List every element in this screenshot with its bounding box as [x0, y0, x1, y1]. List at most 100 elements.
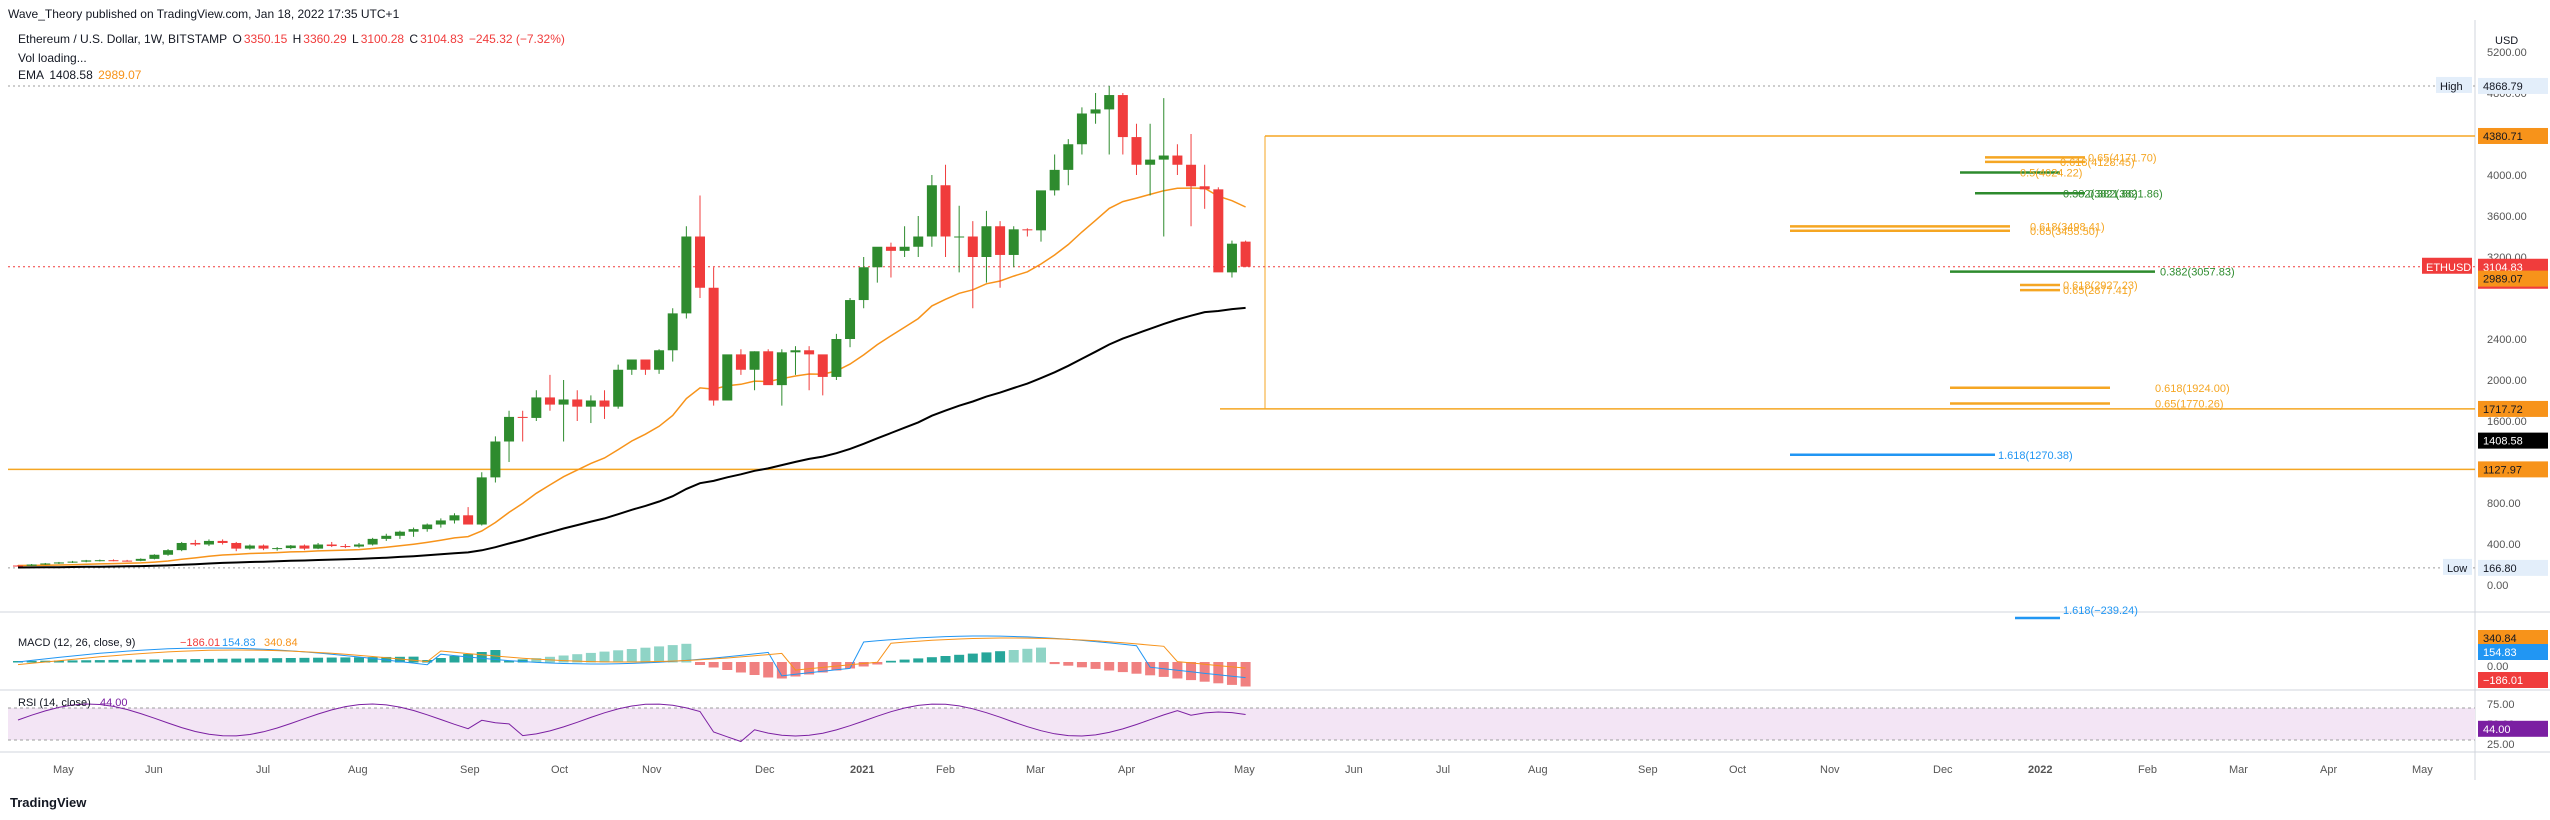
time-tick: Dec	[1933, 764, 1953, 776]
candle-body	[285, 545, 296, 549]
time-tick: Jul	[256, 764, 270, 776]
macd-histogram-bar	[135, 659, 146, 663]
macd-histogram-bar	[858, 662, 869, 667]
candle-body	[749, 351, 760, 370]
time-tick: Apr	[1118, 764, 1135, 776]
macd-histogram-bar	[203, 658, 214, 663]
badge-tag-text: Low	[2447, 563, 2467, 575]
macd-histogram-bar	[1131, 662, 1142, 674]
fib-label: 0.618(1924.00)	[2155, 383, 2230, 395]
candle-body	[504, 416, 515, 442]
fib-label: 0.382(3821.86)	[2088, 188, 2163, 200]
macd-histogram-bar	[640, 647, 651, 663]
candle-body	[476, 477, 487, 525]
candle-body	[967, 236, 978, 257]
candle-body	[203, 540, 214, 545]
macd-histogram-bar	[572, 654, 583, 663]
macd-histogram-bar	[1049, 662, 1060, 665]
candle-body	[926, 185, 937, 237]
candle-body	[40, 563, 51, 565]
candle-body	[340, 546, 351, 548]
candle-body	[217, 540, 228, 543]
rsi-label: RSI (14, close)	[18, 697, 91, 709]
candle-body	[176, 542, 187, 551]
open-value: 3350.15	[243, 32, 288, 46]
candle-body	[1199, 186, 1210, 190]
candle-body	[1172, 155, 1183, 165]
macd-histogram-bar	[531, 658, 542, 663]
candle-body	[13, 565, 23, 567]
ema-fast-value: 2989.07	[98, 68, 142, 82]
ohlc-line: Ethereum / U.S. Dollar, 1W, BITSTAMP O 33…	[18, 32, 565, 46]
candle-body	[1226, 243, 1237, 273]
rsi-tick: 75.00	[2487, 699, 2515, 711]
candle-body	[108, 560, 119, 562]
fib-label: 0.65(3455.50)	[2030, 226, 2099, 238]
macd-histogram-bar	[517, 659, 528, 663]
price-tick: 0.00	[2487, 580, 2508, 592]
low-value: 3100.28	[360, 32, 405, 46]
tradingview-logo[interactable]: TradingView	[10, 795, 87, 810]
candle-body	[1117, 95, 1128, 138]
macd-histogram-bar	[367, 657, 378, 663]
time-tick: Aug	[348, 764, 368, 776]
high-value: 3360.29	[303, 32, 347, 46]
macd-badge-value: −186.01	[2483, 675, 2523, 687]
candle-body	[995, 226, 1006, 255]
candle-body	[367, 538, 378, 545]
macd-badge-value: 154.83	[2483, 647, 2517, 659]
time-tick: Feb	[936, 764, 955, 776]
rsi-band	[8, 708, 2475, 740]
fib-label: 1.618(1270.38)	[1998, 450, 2073, 462]
candle-body	[872, 246, 883, 268]
candle-body	[531, 397, 542, 418]
macd-histogram-bar	[722, 662, 733, 670]
candle-body	[899, 246, 910, 251]
fib-label: 0.5(4024.22)	[2020, 168, 2082, 180]
close-value: 3104.83	[420, 32, 464, 46]
candle-body	[804, 350, 815, 355]
macd-histogram-bar	[449, 656, 460, 663]
macd-histogram-bar	[81, 660, 92, 663]
time-tick: Aug	[1528, 764, 1548, 776]
macd-histogram-bar	[1008, 650, 1019, 663]
macd-histogram-bar	[776, 662, 787, 679]
macd-histogram-bar	[1036, 647, 1046, 663]
candle-body	[790, 350, 801, 353]
publisher-line: Wave_Theory published on TradingView.com…	[8, 7, 400, 21]
candle-body	[449, 515, 460, 521]
macd-histogram-bar	[149, 659, 160, 663]
candle-body	[913, 236, 924, 247]
candle-body	[599, 400, 610, 407]
candle-body	[708, 287, 719, 401]
macd-histogram-bar	[735, 662, 746, 673]
macd-histogram-bar	[749, 662, 760, 675]
currency-label: USD	[2495, 35, 2518, 47]
candle-body	[517, 416, 528, 418]
candle-body	[981, 226, 992, 257]
macd-histogram-bar	[667, 645, 678, 663]
macd-badge-value: 340.84	[2483, 633, 2517, 645]
macd-histogram-bar	[94, 660, 105, 663]
candle-body	[845, 300, 856, 339]
volume-status: Vol loading...	[18, 51, 87, 65]
price-badge	[2478, 559, 2548, 576]
macd-histogram-bar	[790, 662, 801, 677]
time-tick: Apr	[2320, 764, 2337, 776]
ema-fast-line	[17, 187, 1246, 567]
candle-body	[626, 359, 637, 370]
macd-signal-value: 340.84	[264, 637, 298, 649]
candle-body	[1090, 109, 1101, 114]
candle-body	[763, 351, 774, 386]
macd-histogram-bar	[354, 657, 364, 663]
price-badge-value: 2989.07	[2483, 274, 2523, 286]
macd-label: MACD (12, 26, close, 9)	[18, 637, 135, 649]
candle-body	[1063, 144, 1074, 170]
fib-label: 1.618(−239.24)	[2063, 605, 2138, 617]
candle-body	[817, 354, 828, 377]
candle-body	[831, 339, 842, 377]
macd-histogram-bar	[681, 643, 692, 663]
candle-body	[722, 354, 733, 401]
time-tick: May	[1234, 764, 1255, 776]
